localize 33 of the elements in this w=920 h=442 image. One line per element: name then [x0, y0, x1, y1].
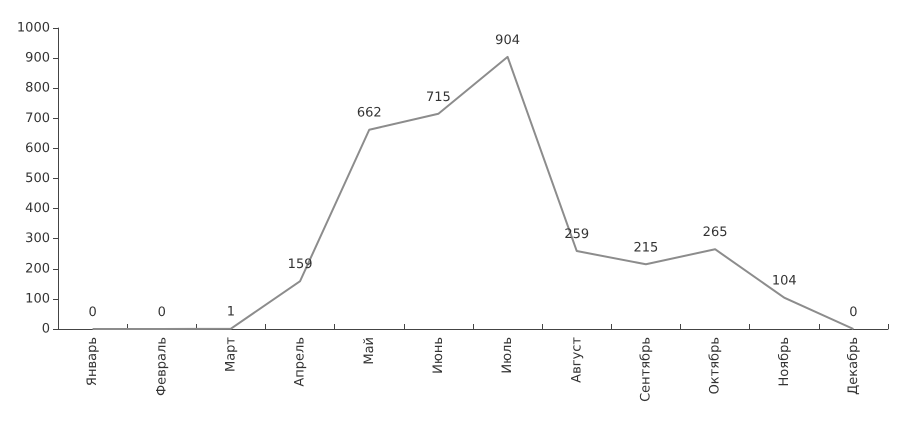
x-tick-label: Февраль — [154, 337, 170, 396]
y-tick-label: 0 — [42, 322, 50, 336]
data-label: 715 — [426, 90, 451, 105]
data-label: 0 — [849, 305, 858, 320]
data-label: 104 — [772, 274, 797, 289]
x-tick-label: Апрель — [292, 337, 308, 387]
y-tick-label: 800 — [25, 80, 50, 96]
y-tick-label: 700 — [25, 110, 50, 126]
y-tick-label: 900 — [25, 50, 50, 66]
data-label: 215 — [634, 240, 658, 256]
y-tick-label: 400 — [25, 201, 50, 216]
x-tick-label: Январь — [85, 337, 100, 386]
y-tick-label: 600 — [25, 140, 50, 156]
x-tick-label: Август — [569, 336, 584, 383]
x-tick-label: Май — [362, 337, 377, 365]
y-tick-label: 1000 — [16, 20, 50, 36]
data-label: 265 — [702, 225, 728, 240]
x-tick-label: Ноябрь — [776, 337, 792, 386]
data-label: 0 — [158, 305, 166, 320]
y-tick-label: 300 — [25, 231, 50, 246]
x-tick-label: Июнь — [430, 337, 446, 374]
x-tick-label: Июль — [500, 337, 516, 374]
data-label: 904 — [495, 32, 520, 48]
y-tick-label: 500 — [25, 171, 50, 186]
y-tick-label: 200 — [25, 261, 50, 276]
data-label: 0 — [88, 305, 97, 320]
x-tick-label: Март — [223, 336, 238, 372]
data-label: 1 — [226, 304, 236, 320]
x-tick-label: Декабрь — [846, 337, 861, 395]
x-tick-label: Сентябрь — [638, 337, 654, 402]
data-label: 662 — [356, 106, 382, 121]
x-tick-label: Октябрь — [708, 337, 723, 394]
y-tick-label: 100 — [25, 291, 50, 306]
